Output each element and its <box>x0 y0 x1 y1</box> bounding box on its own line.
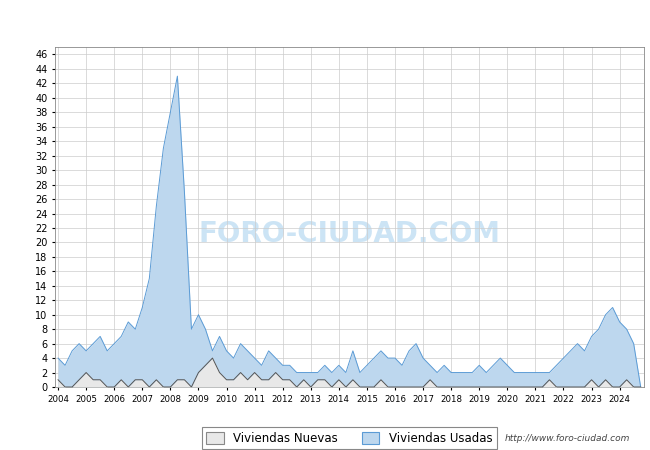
Text: http://www.foro-ciudad.com: http://www.foro-ciudad.com <box>505 434 630 443</box>
Legend: Viviendas Nuevas, Viviendas Usadas: Viviendas Nuevas, Viviendas Usadas <box>202 427 497 450</box>
Text: Niebla - Evolucion del Nº de Transacciones Inmobiliarias: Niebla - Evolucion del Nº de Transaccion… <box>120 12 530 27</box>
Text: FORO-CIUDAD.COM: FORO-CIUDAD.COM <box>198 220 500 248</box>
